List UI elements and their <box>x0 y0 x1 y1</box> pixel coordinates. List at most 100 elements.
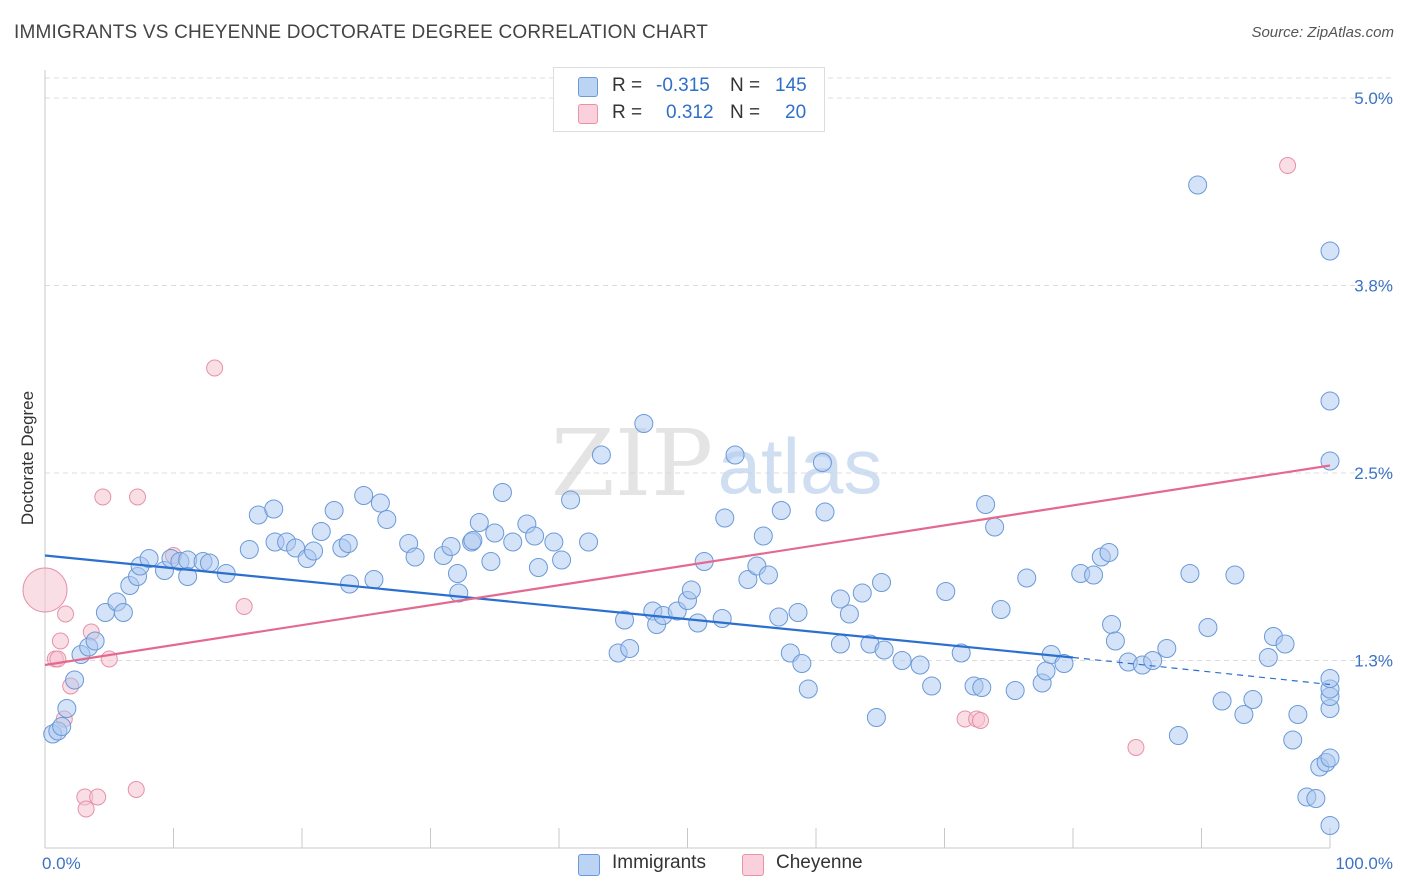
immigrants-point <box>788 603 808 622</box>
y-tick-label: 3.8% <box>1354 277 1393 296</box>
immigrants-point <box>758 565 778 585</box>
cheyenne-point <box>57 605 75 623</box>
immigrants-point <box>872 573 892 592</box>
immigrants-point <box>239 540 259 559</box>
immigrants-points <box>43 175 1340 835</box>
immigrants-point <box>815 502 835 522</box>
immigrants-point <box>463 531 483 550</box>
cheyenne-point <box>129 488 147 506</box>
immigrants-point <box>525 526 545 546</box>
immigrants-point <box>139 549 159 568</box>
cheyenne-point <box>206 359 224 377</box>
x-tick-label: 100.0% <box>1335 854 1393 873</box>
immigrants-point <box>1275 634 1295 654</box>
immigrants-point <box>1306 789 1326 808</box>
immigrants-point <box>1099 543 1119 562</box>
immigrants-point <box>552 550 572 570</box>
immigrants-point <box>866 708 886 727</box>
legend-r-value: -0.315 <box>656 75 710 96</box>
immigrants-point <box>910 655 930 675</box>
immigrants-point <box>1143 651 1163 670</box>
immigrants-swatch <box>578 77 598 97</box>
immigrants-point <box>503 532 523 552</box>
immigrants-point <box>1320 669 1340 688</box>
immigrants-point <box>1005 681 1025 700</box>
immigrants-point <box>485 523 505 543</box>
immigrants-point <box>1168 726 1188 745</box>
immigrants-point <box>985 517 1005 537</box>
immigrants-trend-line <box>44 554 1074 659</box>
immigrants-point <box>1234 705 1254 724</box>
immigrants-point <box>936 582 956 601</box>
immigrants-point <box>922 676 942 696</box>
immigrants-point <box>991 600 1011 619</box>
immigrants-trend-extension <box>1072 656 1331 686</box>
cheyenne-point <box>22 567 68 613</box>
immigrants-point <box>715 508 735 528</box>
immigrants-point <box>178 567 198 586</box>
legend-r-label: R = <box>612 102 643 123</box>
immigrants-point <box>1243 690 1263 709</box>
immigrants-point <box>852 583 872 603</box>
immigrants-point <box>364 570 384 589</box>
axes <box>44 70 1331 849</box>
immigrants-point <box>113 603 133 622</box>
immigrants-point <box>634 414 654 433</box>
immigrants-point <box>85 631 105 651</box>
immigrants-point <box>1320 816 1340 835</box>
immigrants-point <box>65 670 85 690</box>
legend: R = -0.315 N = 145 R = 0.312 N = 20 <box>553 67 825 132</box>
y-tick-label: 5.0% <box>1354 89 1393 108</box>
immigrants-point <box>57 699 77 718</box>
immigrants-point <box>688 613 708 633</box>
immigrants-point <box>812 453 832 472</box>
cheyenne-point <box>1127 739 1145 756</box>
immigrants-point <box>792 654 812 673</box>
legend-r-value: 0.312 <box>666 102 714 123</box>
immigrants-point <box>1320 391 1340 411</box>
immigrants-point <box>1102 615 1122 634</box>
source-label: Source: ZipAtlas.com <box>1251 24 1394 41</box>
immigrants-point <box>528 558 548 577</box>
immigrants-point <box>1054 654 1074 673</box>
immigrants-point <box>712 609 732 628</box>
legend-n-value: 20 <box>785 102 807 123</box>
immigrants-point <box>324 501 344 520</box>
immigrants-point <box>370 493 390 513</box>
immigrants-point <box>874 640 894 660</box>
immigrants-point <box>972 678 992 697</box>
immigrants-point <box>1288 705 1308 724</box>
immigrants-point <box>1198 618 1218 637</box>
immigrants-point <box>354 486 374 505</box>
immigrants-point <box>1225 565 1245 585</box>
immigrants-point <box>1320 748 1340 768</box>
immigrants-point <box>798 679 818 699</box>
immigrants-point <box>725 445 745 465</box>
immigrants-point <box>591 445 611 465</box>
tick-labels: 1.3% 2.5% 3.8% 5.0% 0.0% 100.0% <box>42 89 1393 873</box>
immigrants-point <box>1188 175 1208 195</box>
immigrants-point <box>1320 241 1340 261</box>
legend-n-label: N = <box>730 75 761 96</box>
cheyenne-point <box>235 598 253 615</box>
immigrants-point <box>830 634 850 654</box>
immigrants-point <box>52 717 72 736</box>
cheyenne-trend-line <box>44 464 1331 667</box>
immigrants-point <box>441 537 461 556</box>
immigrants-point <box>976 495 996 514</box>
immigrants-point <box>311 522 331 541</box>
y-tick-label: 1.3% <box>1354 652 1393 671</box>
cheyenne-swatch <box>742 854 764 876</box>
immigrants-point <box>579 532 599 552</box>
immigrants-point <box>1283 730 1303 750</box>
watermark-atlas: atlas <box>718 422 883 510</box>
cheyenne-point <box>1279 157 1297 174</box>
immigrants-point <box>681 580 701 600</box>
legend-r-label: R = <box>612 75 643 96</box>
immigrants-point <box>769 607 789 627</box>
immigrants-point <box>615 610 635 630</box>
immigrants-point <box>377 510 397 529</box>
immigrants-point <box>304 541 324 561</box>
immigrants-point <box>1212 691 1232 711</box>
